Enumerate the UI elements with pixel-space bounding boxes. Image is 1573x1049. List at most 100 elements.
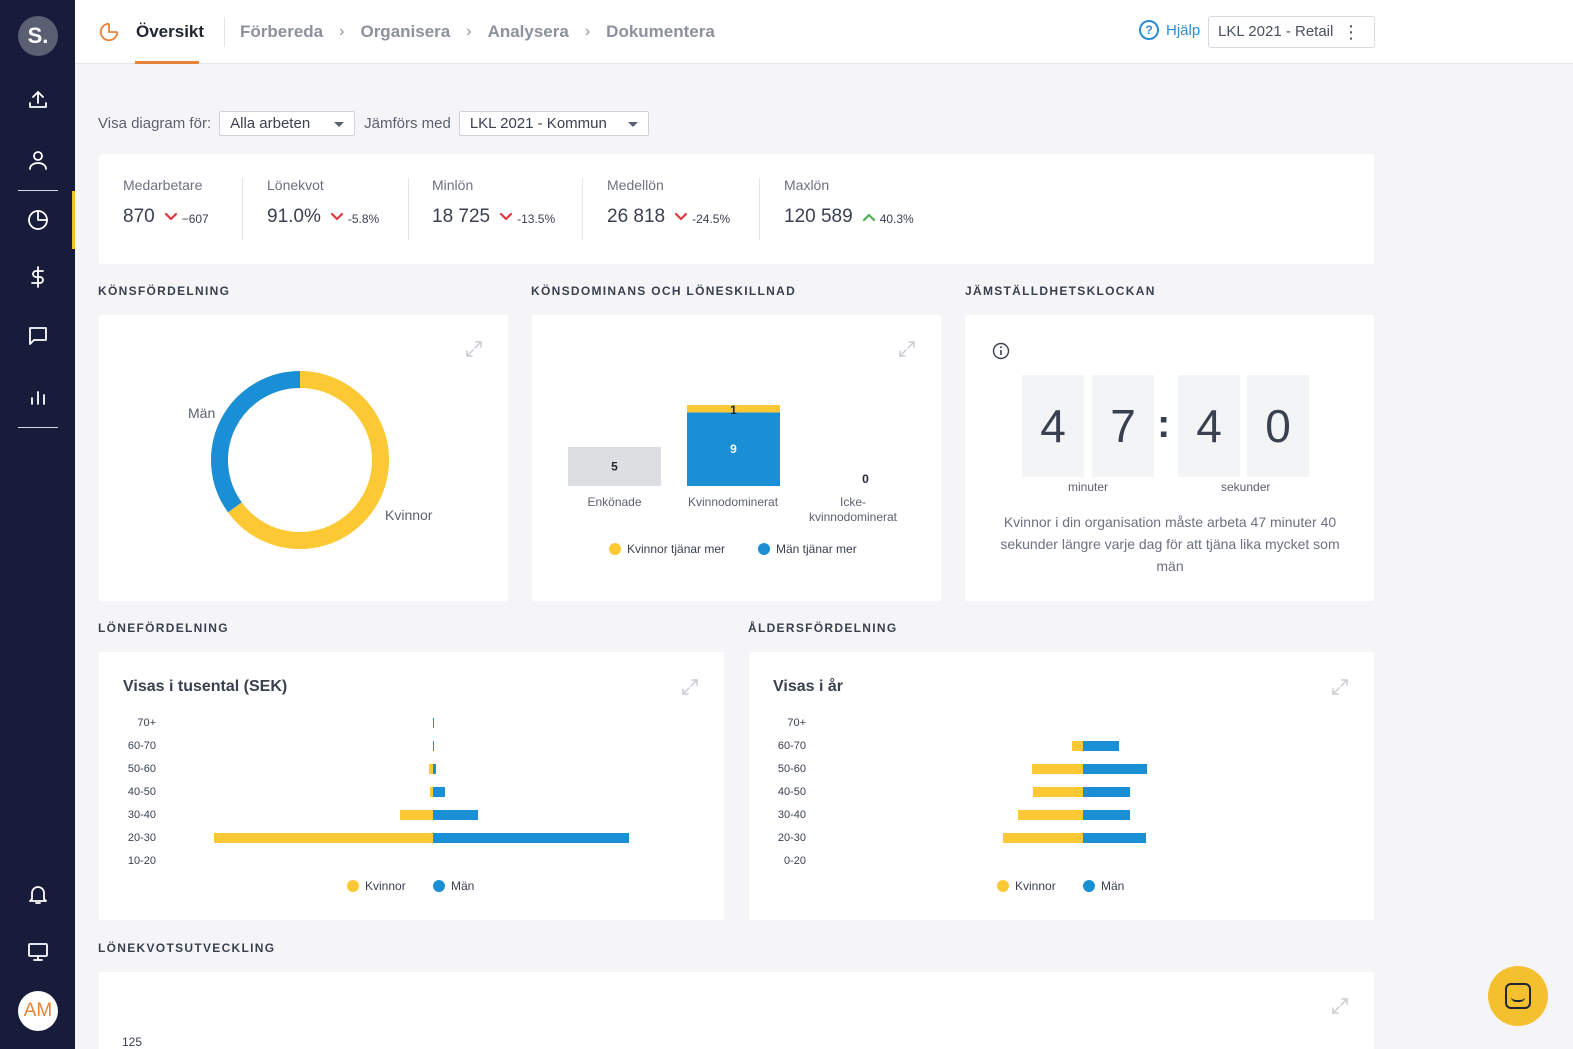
legend-item: Kvinnor [997,879,1056,893]
bar-men[interactable] [1083,741,1119,751]
chevron-right-icon: › [466,23,472,40]
bar-men[interactable] [433,764,436,774]
bar-men[interactable] [1083,764,1147,774]
y-tick-label: 40-50 [777,786,806,798]
top-navigation: Översikt Förbereda › Organisera › Analys… [75,0,1573,64]
bar-men[interactable] [1083,833,1146,843]
bar-neutral[interactable] [568,447,661,486]
chat-widget-icon [1505,983,1531,1009]
bar-men[interactable] [433,810,479,820]
active-tab-indicator [135,61,199,64]
breadcrumb-prepare[interactable]: Förbereda [240,22,324,41]
kpi-0: Medarbetare 870 −607 [123,177,209,228]
bar-women[interactable] [1033,787,1083,797]
support-chat-button[interactable] [1488,966,1548,1026]
expand-button[interactable] [1331,678,1349,696]
section-title-ratio: LÖNEKVOTSUTVECKLING [98,941,276,955]
ratio-y-tick: 125 [122,1035,143,1049]
help-icon: ? [1139,20,1159,40]
clock-digit: 0 [1247,375,1309,477]
bar-women[interactable] [213,833,433,843]
avatar[interactable]: AM [18,991,58,1031]
clock-colon: : [1157,402,1171,446]
breadcrumb-analyze[interactable]: Analysera [487,22,569,41]
bar-women[interactable] [687,405,780,413]
y-tick-label: 30-40 [127,809,156,821]
donut-label-men: Män [188,405,216,421]
bar-women[interactable] [428,764,433,774]
job-filter-select[interactable]: Alla arbeten [219,111,356,136]
legend-label: Män [451,879,475,893]
kpi-label: Maxlön [784,177,830,193]
bar-men[interactable] [1083,787,1130,797]
bar-men[interactable] [433,718,435,728]
bar-men[interactable] [687,412,780,486]
chat-smile-icon [1511,997,1525,1002]
help-link[interactable]: ? Hjälp [1139,20,1200,40]
expand-button[interactable] [898,340,916,358]
bar-women[interactable] [1032,764,1083,774]
kpi-divider [582,178,583,240]
expand-button[interactable] [1331,997,1349,1015]
bar-women[interactable] [400,810,433,820]
expand-button[interactable] [465,340,483,358]
legend-swatch [997,880,1009,892]
app-logo[interactable]: S. [18,16,58,56]
donut-slice-män[interactable] [211,371,301,513]
bar-chart-icon [30,391,45,405]
category-label: Enkönade [587,495,642,509]
expand-button[interactable] [681,678,699,696]
overview-nav-button[interactable] [0,191,75,249]
salary-nav-button[interactable] [0,254,75,300]
bar-men[interactable] [1083,810,1130,820]
chevron-up-icon [862,210,876,224]
bar-women[interactable] [1072,741,1083,751]
kpi-2: Minlön 18 725 -13.5% [432,177,555,228]
bar-men[interactable] [433,741,435,751]
chevron-down-icon [330,210,344,224]
section-title-gender: KÖNSFÖRDELNING [98,284,231,298]
breadcrumb: Förbereda › Organisera › Analysera › Dok… [240,0,715,64]
info-icon[interactable] [992,342,1010,360]
bar-women[interactable] [430,787,433,797]
kpi-delta: -13.5% [517,212,556,226]
gender-card [99,315,508,601]
clock-description: Kvinnor i din organisation måste arbeta … [1000,514,1340,574]
y-tick-label: 20-30 [777,832,806,844]
y-tick-label: 70+ [137,717,156,729]
age-chart-title: Visas i år [773,678,843,695]
bar-men[interactable] [433,833,629,843]
breadcrumb-document[interactable]: Dokumentera [606,22,715,41]
display-button[interactable] [0,929,75,975]
chevron-right-icon: › [339,23,345,40]
company-select[interactable]: LKL 2021 - Retail ⋮ [1208,16,1375,48]
kpi-1: Lönekvot 91.0% -5.8% [267,177,379,228]
tab-overview[interactable]: Översikt [98,0,204,64]
donut-slice-kvinnor[interactable] [228,371,389,549]
bar-men[interactable] [433,787,446,797]
legend-label: Män tjänar mer [776,542,857,556]
messages-nav-button[interactable] [0,313,75,359]
bar-women[interactable] [1018,810,1083,820]
employees-nav-button[interactable] [0,137,75,183]
notifications-button[interactable] [0,871,75,917]
tab-overview-label: Översikt [136,22,205,41]
sidebar: S. AM [0,0,75,1049]
kpi-value: 120 589 [784,206,853,227]
legend-label: Kvinnor [1015,879,1056,893]
bar-women[interactable] [1003,833,1083,843]
kpi-label: Medarbetare [123,177,203,193]
chevron-right-icon: › [584,23,591,40]
legend-swatch [758,543,770,555]
upload-nav-button[interactable] [0,77,75,123]
more-vertical-icon[interactable]: ⋮ [1342,22,1360,42]
breadcrumb-organize[interactable]: Organisera [360,22,451,41]
expand-icon [466,341,482,357]
chevron-down-icon [164,210,178,224]
legend-item: Män [433,879,474,893]
y-tick-label: 40-50 [127,786,156,798]
compare-select[interactable]: LKL 2021 - Kommun [458,111,649,136]
kpi-divider [759,178,760,240]
reports-nav-button[interactable] [0,373,75,419]
y-tick-label: 30-40 [777,809,806,821]
